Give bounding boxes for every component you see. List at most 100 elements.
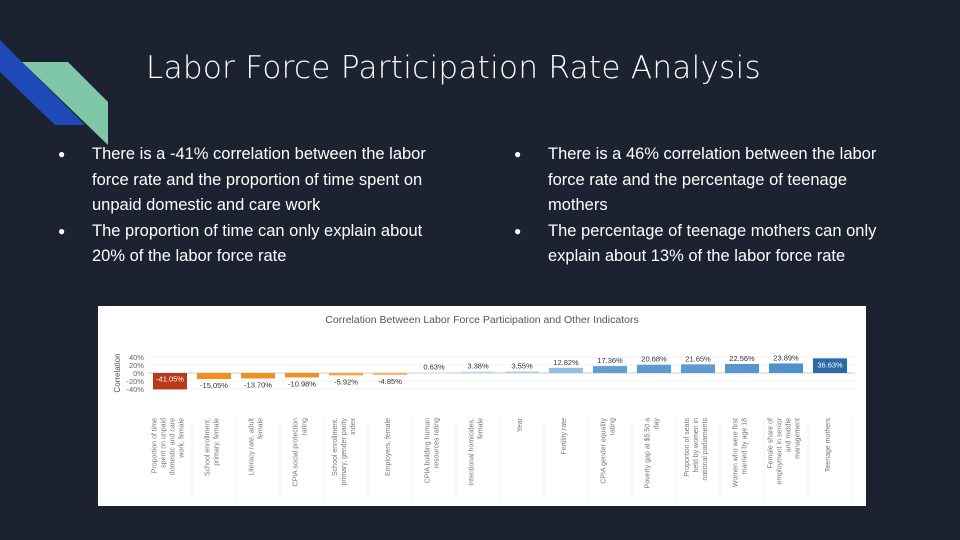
bar bbox=[285, 373, 319, 378]
x-tick-label-line: spent on unpaid bbox=[161, 418, 168, 468]
data-label: 20.68% bbox=[641, 355, 667, 364]
y-axis-label: Correlation bbox=[113, 353, 122, 392]
x-tick-label-line: Intentional homicides, bbox=[469, 418, 476, 486]
x-tick-label: Proportion of time spent on unpaid domesti… bbox=[152, 418, 186, 475]
x-tick-label: Women who were first married by age 18 bbox=[733, 418, 749, 487]
data-label: 23.89% bbox=[773, 353, 799, 362]
data-label: 3.55% bbox=[511, 362, 533, 371]
deco-blue-stripe bbox=[0, 40, 85, 125]
data-label: 36.63% bbox=[817, 360, 843, 369]
chart-title: Correlation Between Labor Force Particip… bbox=[325, 314, 638, 326]
bullet-item: The proportion of time can only explain … bbox=[58, 219, 448, 270]
x-tick-label-line: employment in senior bbox=[777, 417, 784, 484]
data-label: 3.38% bbox=[467, 362, 489, 371]
deco-green-stripe bbox=[22, 62, 108, 145]
x-tick-label: Literacy rate, adult female bbox=[249, 418, 265, 476]
y-tick-label: -20% bbox=[126, 377, 144, 386]
x-tick-label-line: Proportion of seats bbox=[684, 418, 691, 477]
bar bbox=[241, 373, 275, 379]
x-tick-label-line: Women who were first bbox=[733, 418, 740, 487]
x-tick-label-line: Literacy rate, adult bbox=[249, 418, 256, 476]
data-label: 0.63% bbox=[423, 363, 445, 372]
x-tick-label-line: domestic and care bbox=[170, 418, 177, 475]
x-tick-label-line: Female share of bbox=[768, 418, 775, 469]
x-tick-label-line: Teenage mothers bbox=[825, 418, 832, 473]
data-label: 17.36% bbox=[597, 356, 623, 365]
x-tick-label: Teenage mothers bbox=[825, 418, 832, 473]
bar bbox=[153, 373, 187, 390]
bar bbox=[373, 373, 407, 375]
x-tick-label-line: Proportion of time bbox=[152, 418, 159, 473]
x-tick-label-line: work, female bbox=[179, 418, 186, 459]
correlation-chart: Correlation Between Labor Force Particip… bbox=[98, 306, 866, 506]
bar bbox=[725, 363, 759, 373]
x-tick-label-line: CPIA building human bbox=[425, 418, 432, 483]
x-tick-label-line: national parliaments bbox=[702, 418, 709, 481]
x-tick-label-line: CPIA gender equality bbox=[601, 418, 608, 484]
bar bbox=[461, 371, 495, 373]
left-bullet-column: There is a -41% correlation between the … bbox=[58, 142, 448, 270]
bar bbox=[769, 363, 803, 373]
y-tick-label: 0% bbox=[133, 369, 144, 378]
data-label: -4.85% bbox=[378, 377, 402, 386]
slide-title: Labor Force Participation Rate Analysis bbox=[146, 50, 761, 86]
data-label: -5.92% bbox=[334, 377, 358, 386]
bullet-item: There is a 46% correlation between the l… bbox=[514, 142, 904, 219]
x-tick-label-line: day bbox=[654, 418, 661, 430]
x-tick-label-line: rating bbox=[610, 418, 617, 436]
data-label: -15.05% bbox=[200, 381, 228, 390]
x-tick-label-line: Fertility rate bbox=[561, 418, 568, 455]
x-tick-label: Intentional homicides, female bbox=[469, 418, 485, 486]
bar bbox=[329, 373, 363, 376]
data-label: -13.70% bbox=[244, 380, 272, 389]
bar bbox=[637, 364, 671, 373]
data-label: -41.05% bbox=[156, 374, 184, 383]
x-tick-label-line: female bbox=[478, 418, 485, 439]
data-label: 12.82% bbox=[553, 358, 579, 367]
x-tick-label: School enrollment, primary, female bbox=[205, 418, 221, 476]
x-tick-label-line: School enrollment, bbox=[332, 418, 339, 476]
x-tick-label-line: Poverty gap at $5.50 a bbox=[645, 418, 652, 489]
data-label: 21.65% bbox=[685, 354, 711, 363]
data-label: 22.56% bbox=[729, 354, 755, 363]
bullet-item: The percentage of teenage mothers can on… bbox=[514, 219, 904, 270]
y-tick-label: -40% bbox=[126, 385, 144, 394]
data-label: -10.98% bbox=[288, 379, 316, 388]
x-tick-label-line: Employers, female bbox=[385, 418, 392, 476]
corner-decoration bbox=[0, 40, 108, 145]
bar bbox=[813, 358, 847, 373]
y-tick-label: 40% bbox=[129, 353, 144, 362]
bar bbox=[593, 366, 627, 373]
bar bbox=[197, 373, 231, 380]
x-tick-label: CPIA social protection rating bbox=[293, 418, 309, 487]
x-tick-label: Female share of employment in senior and m… bbox=[768, 417, 802, 484]
x-tick-label-line: married by age 18 bbox=[742, 418, 749, 475]
bullet-item: There is a -41% correlation between the … bbox=[58, 142, 448, 219]
right-bullet-column: There is a 46% correlation between the l… bbox=[514, 142, 904, 270]
x-tick-label: Year bbox=[517, 417, 524, 432]
x-tick-label-line: management bbox=[795, 418, 802, 459]
x-tick-label-line: rating bbox=[302, 418, 309, 436]
x-tick-label: Proportion of seats held by women in natio… bbox=[684, 418, 709, 481]
x-tick-label: CPIA building human resources rating bbox=[425, 418, 441, 483]
x-tick-label: School enrollment, primary, gender parity… bbox=[332, 418, 357, 486]
bar bbox=[681, 364, 715, 373]
x-tick-label-line: primary, gender parity bbox=[341, 418, 348, 486]
bar bbox=[549, 367, 583, 373]
correlation-bar-chart-svg: Correlation Between Labor Force Particip… bbox=[113, 314, 855, 502]
x-tick-label-line: CPIA social protection bbox=[293, 418, 300, 487]
x-tick-label-line: School enrollment, bbox=[205, 418, 212, 476]
x-tick-label-line: female bbox=[258, 418, 265, 439]
x-tick-label-line: index bbox=[350, 418, 357, 435]
y-tick-label: 20% bbox=[129, 361, 144, 370]
x-tick-label-line: held by women in bbox=[693, 418, 700, 473]
x-tick-label: Employers, female bbox=[385, 418, 392, 476]
x-tick-label: Poverty gap at $5.50 a day bbox=[645, 418, 661, 489]
bar bbox=[505, 371, 539, 373]
x-tick-label: Fertility rate bbox=[561, 418, 568, 455]
x-tick-label-line: resources rating bbox=[434, 418, 441, 468]
x-tick-label-line: and middle bbox=[786, 418, 793, 452]
x-tick-label: CPIA gender equality rating bbox=[601, 418, 617, 484]
x-tick-label-line: Year bbox=[517, 417, 524, 432]
bar bbox=[417, 372, 451, 374]
